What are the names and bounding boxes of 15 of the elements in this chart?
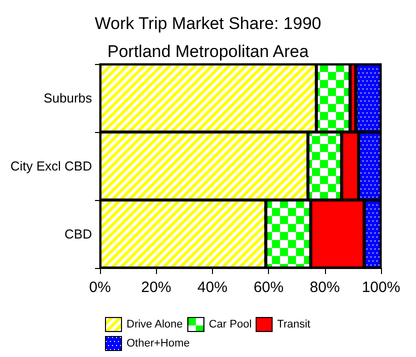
x-tick-label: 0% [89,279,111,296]
x-tick-label: 60% [254,279,284,296]
legend-label: Other+Home [126,338,190,350]
legend-label: Drive Alone [126,318,183,330]
x-tick-label: 80% [310,279,340,296]
x-tick-label: 20% [141,279,172,296]
y-tick-label: Suburbs [44,90,92,106]
chart-subtitle: Portland Metropolitan Area [107,42,310,61]
y-tick-label: CBD [64,226,92,242]
chart-title: Work Trip Market Share: 1990 [94,14,322,33]
legend-label: Car Pool [208,318,252,330]
y-tick-label: City Excl CBD [10,158,92,174]
legend-label: Transit [277,318,310,330]
x-tick-label: 100% [362,279,400,296]
x-tick-label: 40% [197,279,228,296]
